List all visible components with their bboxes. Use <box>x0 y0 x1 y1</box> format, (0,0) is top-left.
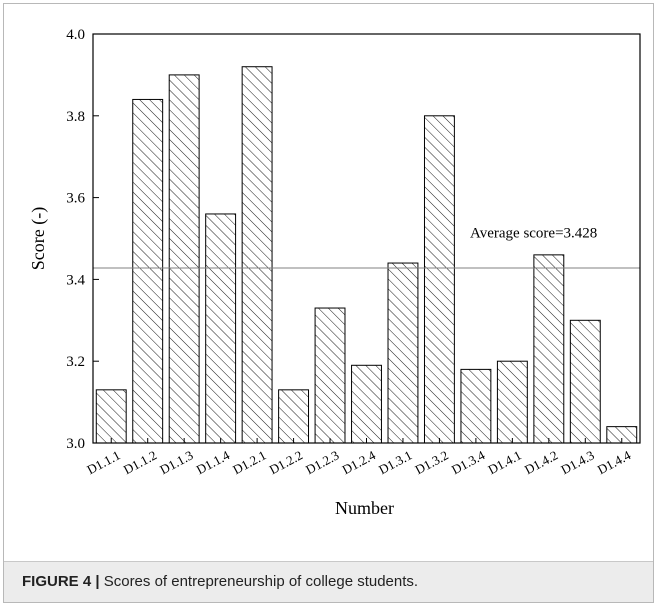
figure-caption-text: Scores of entrepreneurship of college st… <box>103 573 419 590</box>
bar-D1.2.3 <box>314 307 346 444</box>
caption-bar: FIGURE 4 | Scores of entrepreneurship of… <box>4 561 653 602</box>
y-axis-title: Score (-) <box>28 207 49 270</box>
figure-frame: Average score=3.428 3.0 3.2 3.4 3.6 3.8 4.0 D… <box>3 3 654 603</box>
bar-D1.1.1 <box>95 389 127 444</box>
bar-D1.3.4 <box>460 368 492 444</box>
x-tick-label: D1.3.1 <box>376 447 414 477</box>
y-tick-label: 3.2 <box>66 354 85 370</box>
x-tick-label: D1.4.3 <box>558 447 596 477</box>
x-tick-label: D1.4.2 <box>522 447 560 477</box>
y-tick-label: 3.0 <box>66 436 85 452</box>
x-tick-label: D1.1.1 <box>84 447 122 477</box>
average-annotation: Average score=3.428 <box>470 226 597 242</box>
bar-D1.2.4 <box>351 364 382 444</box>
y-tick-label: 3.8 <box>66 109 85 125</box>
y-tick-label: 3.6 <box>66 191 85 207</box>
bar-D1.4.3 <box>569 319 601 444</box>
figure-label: FIGURE 4 | <box>22 573 100 590</box>
bar-D1.3.2 <box>423 115 455 444</box>
bar-D1.2.2 <box>278 389 310 444</box>
x-tick-label: D1.2.4 <box>340 447 379 477</box>
bar-D1.4.2 <box>533 254 565 444</box>
x-tick-label: D1.1.4 <box>194 447 233 477</box>
x-tick-label: D1.4.1 <box>485 447 523 477</box>
x-tick-label: D1.2.1 <box>230 447 268 477</box>
x-tick-label: D1.1.2 <box>121 447 159 477</box>
bar-D1.1.3 <box>168 74 200 444</box>
x-tick-label: D1.3.2 <box>413 447 451 477</box>
x-axis: D1.1.1D1.1.2D1.1.3D1.1.4D1.2.1D1.2.2D1.2… <box>84 438 634 477</box>
y-tick-label: 3.4 <box>66 272 85 288</box>
y-axis: 3.0 3.2 3.4 3.6 3.8 4.0 <box>66 27 99 452</box>
bar-D1.3.1 <box>387 262 419 444</box>
bars-group <box>95 66 638 444</box>
x-tick-label: D1.2.3 <box>303 447 341 477</box>
bar-D1.1.2 <box>132 98 164 444</box>
figure-caption: FIGURE 4 | Scores of entrepreneurship of… <box>22 573 418 590</box>
bar-chart: Average score=3.428 3.0 3.2 3.4 3.6 3.8 4.0 D… <box>28 27 641 518</box>
x-tick-label: D1.3.4 <box>449 447 488 477</box>
x-tick-label: D1.2.2 <box>267 447 305 477</box>
bar-D1.2.1 <box>241 66 273 444</box>
bar-D1.1.4 <box>205 213 237 444</box>
x-tick-label: D1.1.3 <box>157 447 195 477</box>
bar-D1.4.1 <box>496 360 528 444</box>
y-tick-label: 4.0 <box>66 27 85 43</box>
x-tick-label: D1.4.4 <box>595 447 634 477</box>
x-axis-title: Number <box>335 498 394 518</box>
